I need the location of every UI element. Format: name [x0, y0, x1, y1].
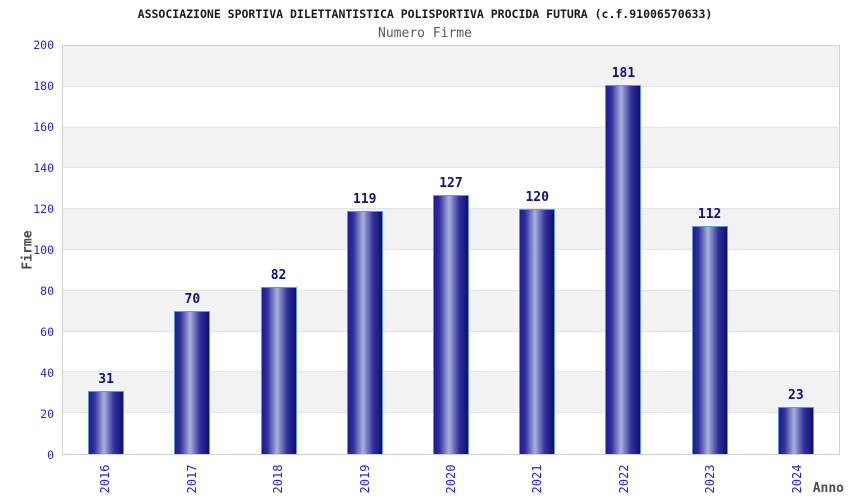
bar-slot: 70 — [149, 46, 235, 454]
bar-value-label: 82 — [270, 267, 287, 283]
x-tick-label: 2017 — [184, 464, 199, 494]
bar-2021 — [519, 209, 556, 454]
bar-slot: 112 — [667, 46, 753, 454]
plot-area: 31 70 82 119 127 120 181 112 23 — [62, 45, 840, 455]
bar-slot: 181 — [580, 46, 666, 454]
x-tick-label: 2016 — [98, 464, 113, 494]
y-tick-label: 60 — [40, 325, 54, 339]
chart-title: ASSOCIAZIONE SPORTIVA DILETTANTISTICA PO… — [137, 7, 713, 21]
bar-2022 — [605, 84, 642, 454]
bar-value-label: 127 — [439, 175, 463, 191]
bar-value-label: 112 — [697, 206, 722, 222]
grid-band — [63, 46, 839, 87]
bar-value-label: 120 — [525, 190, 549, 206]
bar-value-label: 70 — [184, 292, 201, 308]
bar-value-label: 181 — [611, 65, 636, 81]
x-axis: 2016 2017 2018 2019 2020 2021 2022 2023 2024 — [62, 456, 840, 500]
bar-2018 — [260, 286, 297, 454]
bar-2016 — [88, 390, 125, 454]
y-tick-label: 0 — [47, 448, 54, 462]
bar-slot: 119 — [322, 46, 408, 454]
grid-band — [63, 86, 839, 128]
y-axis: 0 20 40 60 80 100 120 140 160 180 200 — [0, 39, 54, 461]
y-tick-label: 80 — [40, 284, 54, 298]
x-tick-label: 2018 — [271, 464, 286, 494]
bar-slot: 23 — [753, 46, 839, 454]
bar-slot: 120 — [494, 46, 580, 454]
y-tick-label: 120 — [33, 202, 54, 216]
y-tick-label: 40 — [40, 366, 54, 380]
y-tick-label: 200 — [33, 38, 54, 52]
bar-value-label: 23 — [788, 388, 804, 404]
bar-value-label: 31 — [98, 371, 114, 387]
bar-2023 — [691, 225, 728, 454]
x-tick-label: 2022 — [616, 464, 631, 494]
x-tick-label: 2020 — [444, 464, 458, 494]
bar-2020 — [432, 194, 469, 454]
y-tick-label: 20 — [40, 407, 54, 421]
x-tick-label: 2023 — [703, 464, 718, 494]
bar-slot: 127 — [408, 46, 494, 454]
bar-slot: 31 — [63, 46, 149, 454]
bar-2019 — [346, 211, 383, 454]
y-tick-label: 100 — [33, 243, 54, 257]
chart-subtitle: Numero Firme — [378, 26, 472, 41]
gridline — [63, 126, 839, 128]
gridline — [63, 167, 839, 169]
bar-slot: 82 — [235, 46, 321, 454]
y-tick-label: 160 — [33, 120, 54, 134]
bar-value-label: 119 — [353, 192, 377, 208]
y-tick-label: 140 — [33, 161, 54, 175]
bar-2017 — [174, 311, 211, 454]
grid-band — [63, 127, 839, 169]
bar-2024 — [777, 407, 814, 454]
x-tick-label: 2024 — [789, 464, 804, 494]
x-tick-label: 2021 — [530, 464, 545, 494]
y-tick-label: 180 — [33, 79, 54, 93]
x-tick-label: 2019 — [357, 464, 372, 494]
gridline — [63, 85, 839, 87]
x-axis-title: Anno — [812, 481, 844, 496]
